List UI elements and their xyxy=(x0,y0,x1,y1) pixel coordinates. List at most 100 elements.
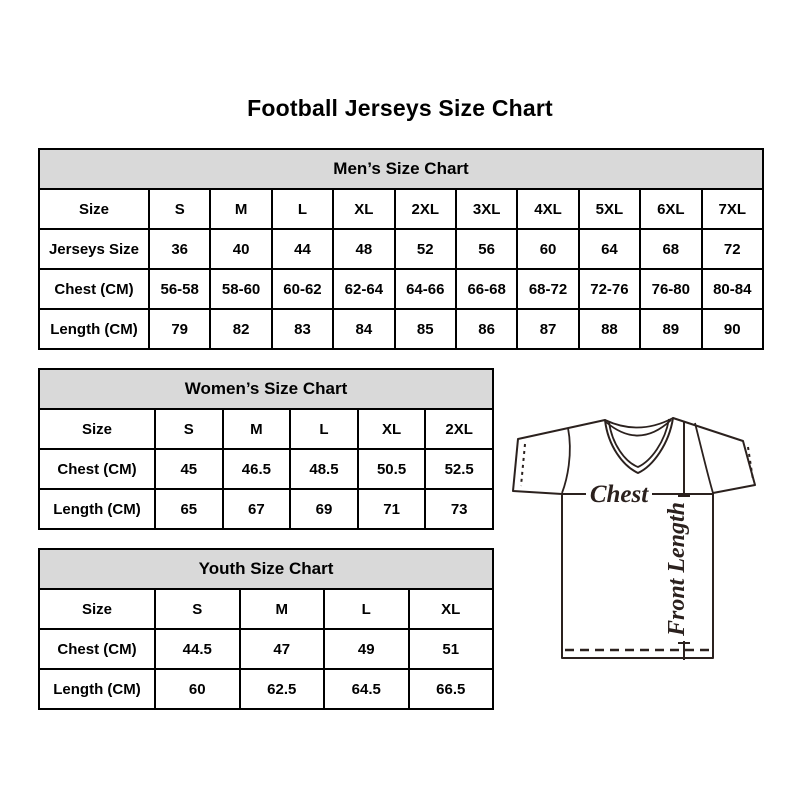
table-cell: XL xyxy=(332,188,396,230)
table-cell: 89 xyxy=(639,308,703,350)
table-cell: 87 xyxy=(516,308,580,350)
table-cell: 80-84 xyxy=(700,268,765,310)
row-label: Chest (CM) xyxy=(38,448,156,490)
table-cell: L xyxy=(289,408,359,450)
table-cell: 52.5 xyxy=(424,448,494,490)
table-cell: 3XL xyxy=(454,188,519,230)
table-title: Men’s Size Chart xyxy=(38,148,764,190)
row-label: Chest (CM) xyxy=(38,628,156,670)
jersey-diagram-svg: Chest Front Length xyxy=(512,417,756,660)
table-row: Chest (CM) 45 46.5 48.5 50.5 52.5 xyxy=(38,448,494,490)
table-cell: 7XL xyxy=(700,188,765,230)
row-label: Length (CM) xyxy=(38,668,156,710)
table-cell: 60 xyxy=(516,228,580,270)
table-cell: 58-60 xyxy=(209,268,273,310)
chest-label: Chest xyxy=(590,481,649,508)
table-cell: 90 xyxy=(700,308,765,350)
table-cell: 76-80 xyxy=(639,268,703,310)
table-cell: 6XL xyxy=(639,188,703,230)
table-cell: 51 xyxy=(407,628,494,670)
table-cell: 62.5 xyxy=(238,668,325,710)
row-label: Size xyxy=(38,588,156,630)
row-label: Size xyxy=(38,408,156,450)
table-cell: L xyxy=(270,188,335,230)
table-row: Length (CM) 65 67 69 71 73 xyxy=(38,488,494,530)
collar-band-line1-icon xyxy=(604,417,674,429)
table-cell: 64 xyxy=(577,228,642,270)
womens-size-table: Women’s Size Chart Size S M L XL 2XL Chest (CM)… xyxy=(38,368,494,530)
table-cell: 73 xyxy=(424,488,494,530)
table-cell: 56-58 xyxy=(147,268,212,310)
table-cell: 83 xyxy=(270,308,335,350)
table-cell: 84 xyxy=(332,308,396,350)
table-cell: S xyxy=(154,588,241,630)
table-cell: 86 xyxy=(454,308,519,350)
table-cell: 79 xyxy=(147,308,212,350)
row-label: Length (CM) xyxy=(38,488,156,530)
table-cell: 50.5 xyxy=(356,448,427,490)
row-label: Jerseys Size xyxy=(38,228,150,270)
table-row: Size S M L XL xyxy=(38,588,494,630)
table-cell: 72 xyxy=(700,228,765,270)
table-title: Women’s Size Chart xyxy=(38,368,494,410)
table-cell: 69 xyxy=(289,488,359,530)
table-cell: XL xyxy=(407,588,494,630)
table-row: Chest (CM) 56-58 58-60 60-62 62-64 64-66 66-68… xyxy=(38,268,765,310)
table-cell: M xyxy=(221,408,292,450)
table-cell: 56 xyxy=(454,228,519,270)
left-armhole-seam-icon xyxy=(561,427,571,494)
jersey-outline-icon xyxy=(512,417,756,659)
table-row: Length (CM) 60 62.5 64.5 66.5 xyxy=(38,668,494,710)
page-title: Football Jerseys Size Chart xyxy=(247,95,553,121)
table-cell: 71 xyxy=(356,488,427,530)
table-cell: 60 xyxy=(154,668,241,710)
table-row: Jerseys Size 36 40 44 48 52 56 60 64 68 72 xyxy=(38,228,765,270)
table-cell: 82 xyxy=(209,308,273,350)
table-cell: 66.5 xyxy=(407,668,494,710)
table-cell: 64.5 xyxy=(323,668,410,710)
table-cell: 66-68 xyxy=(454,268,519,310)
table-cell: XL xyxy=(356,408,427,450)
table-cell: 62-64 xyxy=(332,268,396,310)
table-cell: 47 xyxy=(238,628,325,670)
youth-size-table: Youth Size Chart Size S M L XL Chest (CM) 44.5 4… xyxy=(38,548,494,710)
table-cell: 72-76 xyxy=(577,268,642,310)
right-cuff-dashed-line-icon xyxy=(747,446,754,481)
front-length-measure-line xyxy=(678,421,690,660)
table-cell: M xyxy=(238,588,325,630)
table-cell: 46.5 xyxy=(221,448,292,490)
table-row: Chest (CM) 44.5 47 49 51 xyxy=(38,628,494,670)
table-cell: 88 xyxy=(577,308,642,350)
table-row: Size S M L XL 2XL xyxy=(38,408,494,450)
row-label: Size xyxy=(38,188,150,230)
collar-band-line2-icon xyxy=(605,419,672,437)
table-cell: 4XL xyxy=(516,188,580,230)
row-label: Length (CM) xyxy=(38,308,150,350)
jersey-measurement-diagram: Chest Front Length xyxy=(505,406,775,668)
table-cell: 5XL xyxy=(577,188,642,230)
table-cell: 52 xyxy=(393,228,457,270)
table-cell: 2XL xyxy=(424,408,494,450)
table-title: Youth Size Chart xyxy=(38,548,494,590)
mens-size-table: Men’s Size Chart Size S M L XL 2XL 3XL 4XL 5XL 6XL… xyxy=(38,148,765,350)
table-cell: M xyxy=(209,188,273,230)
table-cell: 67 xyxy=(221,488,292,530)
table-cell: 60-62 xyxy=(270,268,335,310)
front-length-label: Front Length xyxy=(664,502,690,637)
table-cell: S xyxy=(147,188,212,230)
table-row: Size S M L XL 2XL 3XL 4XL 5XL 6XL 7XL xyxy=(38,188,765,230)
table-cell: 44.5 xyxy=(154,628,241,670)
collar-inner-v-icon xyxy=(608,418,670,468)
table-cell: 48.5 xyxy=(289,448,359,490)
table-cell: 65 xyxy=(154,488,224,530)
table-cell: L xyxy=(323,588,410,630)
table-cell: 49 xyxy=(323,628,410,670)
table-cell: 40 xyxy=(209,228,273,270)
table-cell: 68-72 xyxy=(516,268,580,310)
row-label: Chest (CM) xyxy=(38,268,150,310)
table-row: Length (CM) 79 82 83 84 85 86 87 88 89 90 xyxy=(38,308,765,350)
table-cell: 68 xyxy=(639,228,703,270)
right-armhole-seam-icon xyxy=(694,422,714,494)
left-cuff-dashed-line-icon xyxy=(520,443,526,487)
table-cell: 85 xyxy=(393,308,457,350)
